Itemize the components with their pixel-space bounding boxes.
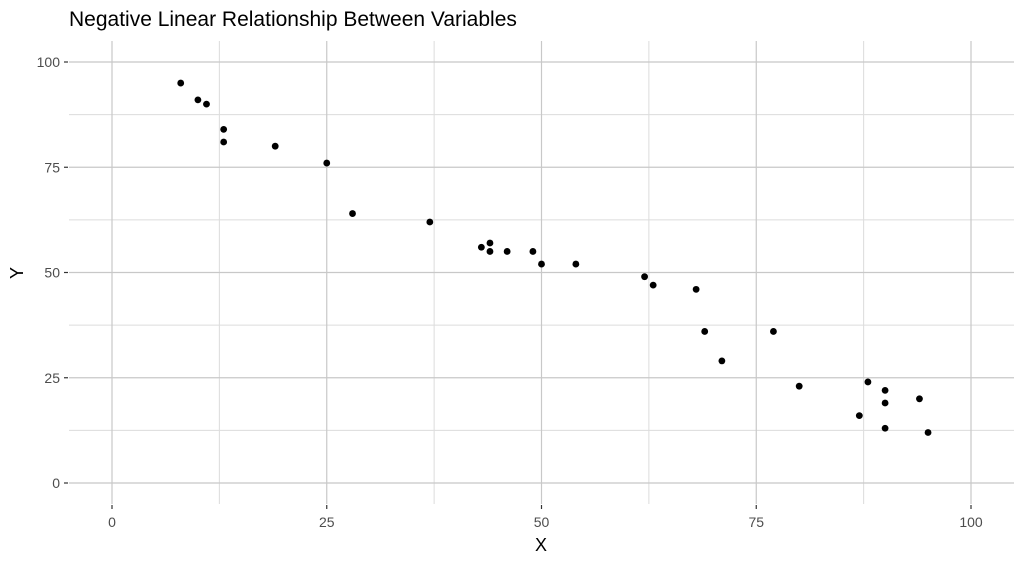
data-point <box>701 328 709 335</box>
y-tick-label: 0 <box>52 475 60 491</box>
x-tick-label: 75 <box>748 514 764 530</box>
x-axis-tick-labels: 0 25 50 75 100 <box>108 514 983 530</box>
data-point <box>203 100 210 108</box>
y-tick-label: 25 <box>44 370 60 386</box>
data-point <box>916 395 923 403</box>
x-tick-label: 0 <box>108 514 116 530</box>
axis-ticks <box>64 61 972 509</box>
data-point <box>529 248 537 255</box>
data-point <box>426 218 434 226</box>
data-point <box>649 281 657 289</box>
data-point <box>323 159 331 167</box>
y-axis-tick-labels: 0 25 50 75 100 <box>37 54 61 491</box>
data-point <box>881 386 889 394</box>
data-point <box>486 239 494 247</box>
data-point <box>194 96 202 104</box>
y-tick-label: 50 <box>44 265 60 281</box>
x-tick-label: 50 <box>534 514 550 530</box>
data-point <box>881 399 889 407</box>
data-point <box>770 328 777 335</box>
x-tick-label: 100 <box>959 514 983 530</box>
data-point <box>486 248 494 255</box>
data-point <box>881 424 889 432</box>
data-point <box>503 248 511 255</box>
data-point <box>177 79 185 87</box>
x-axis-title: X <box>535 535 547 555</box>
data-point <box>271 142 279 150</box>
data-point <box>855 412 863 420</box>
data-point <box>718 357 726 365</box>
data-points <box>177 79 932 436</box>
grid <box>69 41 1014 504</box>
chart-title: Negative Linear Relationship Between Var… <box>69 8 517 31</box>
data-point <box>641 273 648 281</box>
data-point <box>924 429 932 436</box>
data-point <box>220 125 228 133</box>
y-tick-label: 75 <box>44 159 60 175</box>
data-point <box>864 378 872 386</box>
y-tick-label: 100 <box>37 54 61 70</box>
data-point <box>692 285 700 293</box>
data-point <box>477 243 485 251</box>
data-point <box>795 382 803 390</box>
data-point <box>220 138 228 146</box>
x-tick-label: 25 <box>319 514 335 530</box>
y-axis-title: Y <box>7 267 27 279</box>
data-point <box>572 260 580 268</box>
data-point <box>349 210 356 217</box>
data-point <box>538 260 545 268</box>
